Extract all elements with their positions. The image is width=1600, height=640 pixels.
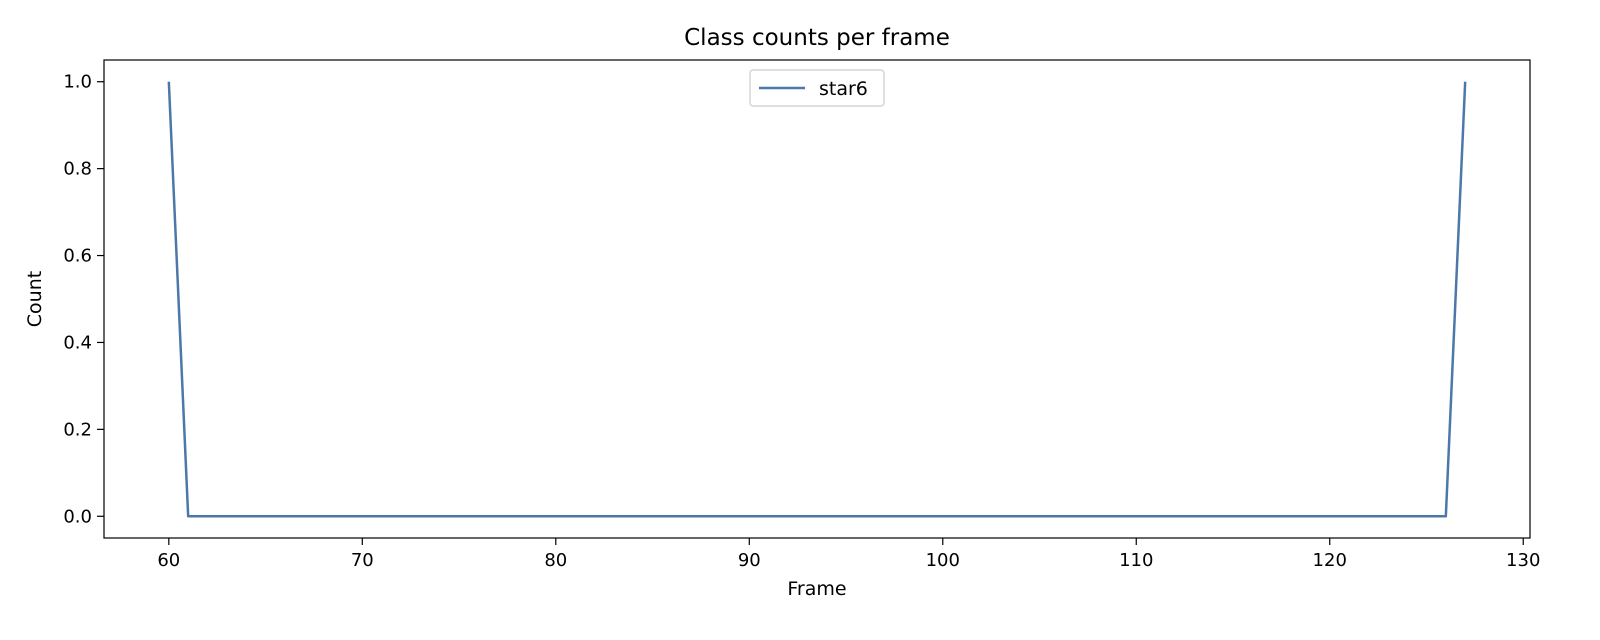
x-axis-label: Frame bbox=[787, 578, 846, 600]
x-tick-label: 70 bbox=[351, 550, 374, 571]
x-tick-label: 80 bbox=[544, 550, 567, 571]
x-tick-label: 60 bbox=[157, 550, 180, 571]
x-tick-label: 130 bbox=[1506, 550, 1540, 571]
y-tick-label: 0.2 bbox=[63, 419, 92, 440]
y-tick-label: 1.0 bbox=[63, 72, 92, 93]
chart-title: Class counts per frame bbox=[684, 25, 950, 51]
y-tick-label: 0.8 bbox=[63, 159, 92, 180]
axes-frame bbox=[103, 59, 1531, 539]
x-tick-label: 90 bbox=[738, 550, 761, 571]
y-axis-label: Count bbox=[24, 271, 46, 327]
y-tick-label: 0.6 bbox=[63, 246, 92, 267]
x-axis-ticks: 60 70 80 90 100 110 120 130 bbox=[157, 538, 1540, 571]
x-tick-label: 120 bbox=[1313, 550, 1347, 571]
y-axis-ticks: 0.0 0.2 0.4 0.6 0.8 1.0 bbox=[63, 72, 104, 527]
series-line-star6 bbox=[167, 81, 1467, 518]
legend: star6 bbox=[749, 69, 885, 107]
x-tick-label: 100 bbox=[926, 550, 960, 571]
y-tick-label: 0.0 bbox=[63, 506, 92, 527]
legend-box bbox=[749, 69, 885, 107]
series-layer bbox=[167, 81, 1467, 518]
y-tick-label: 0.4 bbox=[63, 332, 92, 353]
x-tick-label: 110 bbox=[1119, 550, 1153, 571]
plot-area: 60 70 80 90 100 110 120 130 0.0 0.2 0.4 0.6 0.8 1.0 bbox=[63, 59, 1540, 571]
legend-label-star6: star6 bbox=[819, 78, 868, 100]
